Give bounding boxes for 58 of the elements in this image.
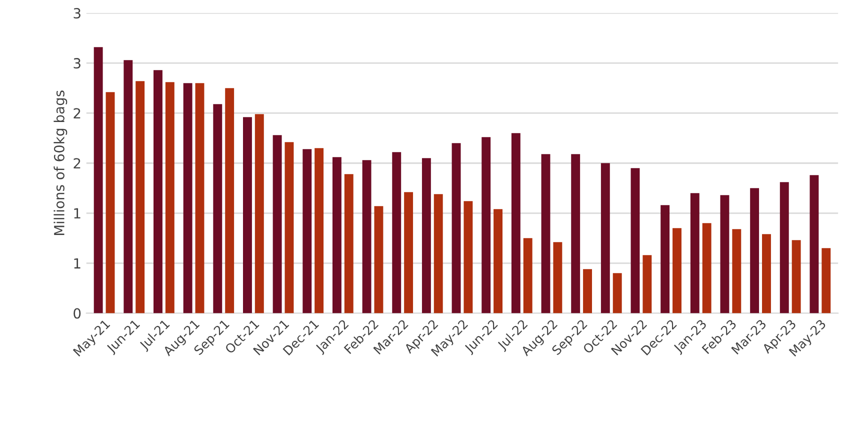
y-tick-label: 2: [74, 158, 80, 168]
bar: [195, 83, 204, 314]
bar: [165, 82, 174, 314]
y-tick-label: 0: [74, 308, 81, 319]
bar: [780, 182, 789, 314]
bar: [434, 194, 443, 314]
bar: [225, 88, 234, 314]
bar: [762, 234, 771, 314]
bar: [94, 47, 103, 314]
bar: [254, 114, 264, 314]
bar: [344, 174, 354, 314]
y-tick-label: 3: [74, 58, 80, 69]
y-tick-label: 3: [74, 8, 80, 19]
bar: [810, 175, 819, 314]
bar: [136, 81, 145, 314]
bar: [511, 133, 520, 314]
bar: [392, 152, 402, 314]
bar: [600, 163, 610, 314]
bar: [452, 143, 461, 314]
bar: [314, 148, 324, 314]
bar: [464, 201, 473, 314]
bar: [750, 188, 760, 314]
bar: [720, 195, 730, 314]
bar: [243, 117, 252, 314]
bar: [422, 158, 431, 314]
bar: [213, 104, 222, 314]
bar: [482, 137, 491, 314]
bar: [154, 70, 162, 314]
bar: [583, 269, 592, 314]
bar: [630, 168, 640, 314]
bar: [272, 135, 282, 314]
bar: [302, 149, 312, 314]
bar: [404, 192, 414, 314]
bar: [732, 229, 742, 314]
bar: [702, 223, 712, 314]
bar: [284, 142, 294, 314]
bar: [541, 154, 550, 314]
bar: [660, 205, 670, 314]
bar: [822, 248, 831, 314]
y-tick-label: 2: [74, 108, 80, 118]
bar: [124, 60, 133, 314]
bar: [183, 83, 192, 314]
bar: [690, 193, 700, 314]
bar: [374, 206, 384, 314]
bar: [332, 157, 342, 314]
y-axis-title: Millions of 60kg bags: [54, 90, 68, 236]
bar: [523, 238, 532, 314]
y-tick-label: 1: [74, 208, 80, 218]
bar: [106, 92, 115, 314]
bar: [362, 160, 372, 314]
bar: [571, 154, 580, 314]
bar: [494, 209, 503, 314]
y-tick-label: 1: [74, 258, 80, 268]
bar: [642, 255, 652, 314]
bar: [612, 273, 622, 314]
bar: [672, 228, 682, 314]
bar: [792, 240, 801, 314]
bar: [553, 242, 562, 314]
